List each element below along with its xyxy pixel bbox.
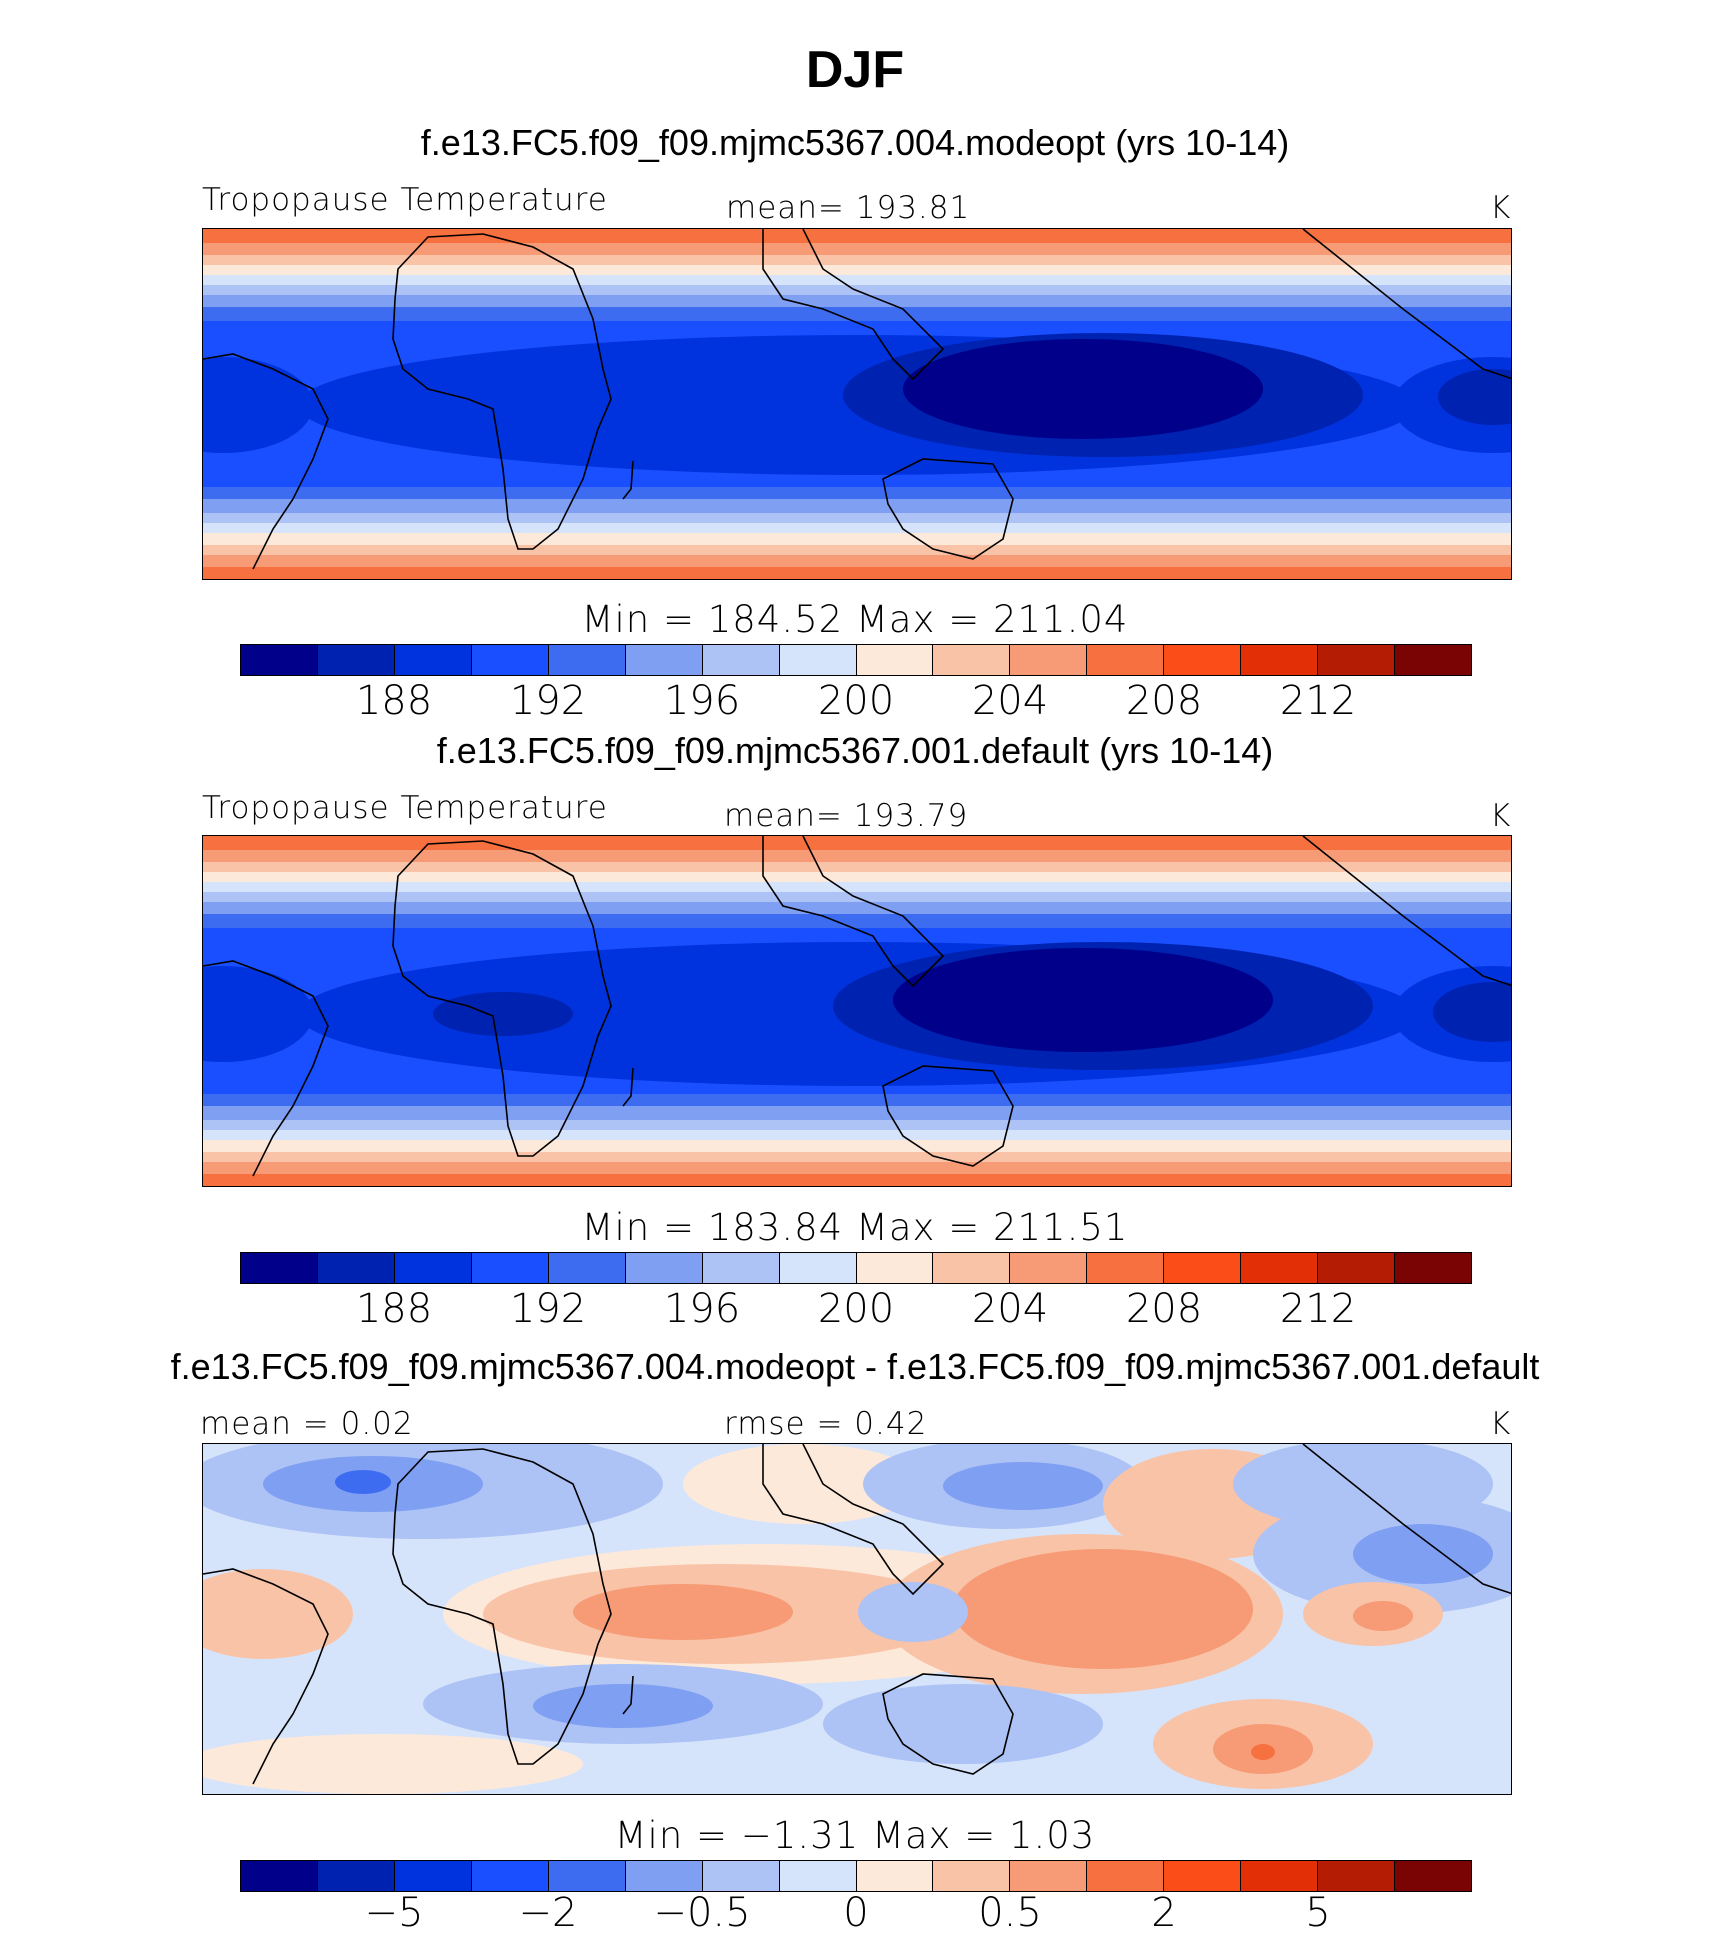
panel1-colorbar bbox=[240, 644, 1472, 676]
colorbar-swatch bbox=[1164, 1253, 1242, 1283]
colorbar-swatch bbox=[1241, 1861, 1319, 1891]
panel1-mean-label: mean= 193.81 bbox=[726, 190, 971, 226]
colorbar-tick-label: 212 bbox=[1279, 678, 1357, 724]
colorbar-swatch bbox=[1164, 645, 1242, 675]
colorbar-swatch bbox=[548, 1861, 626, 1891]
panel2-mean-label: mean= 193.79 bbox=[724, 798, 969, 834]
colorbar-swatch bbox=[933, 1861, 1011, 1891]
panel3-map-field bbox=[203, 1444, 1511, 1794]
panel1-units-label: K bbox=[1490, 190, 1512, 226]
colorbar-tick-label: 204 bbox=[971, 678, 1049, 724]
colorbar-tick-label: 208 bbox=[1125, 678, 1203, 724]
colorbar-tick-label: −5 bbox=[364, 1890, 424, 1936]
panel2-map-field bbox=[203, 836, 1511, 1186]
colorbar-swatch bbox=[856, 645, 934, 675]
panel2-map bbox=[202, 835, 1512, 1187]
panel3-units-label: K bbox=[1490, 1406, 1512, 1442]
colorbar-tick-label: 200 bbox=[817, 1286, 895, 1332]
colorbar-swatch bbox=[1087, 1861, 1165, 1891]
colorbar-swatch bbox=[933, 1253, 1011, 1283]
colorbar-tick-label: 188 bbox=[355, 678, 433, 724]
colorbar-swatch bbox=[1395, 1253, 1471, 1283]
panel2-variable-label: Tropopause Temperature bbox=[202, 790, 608, 826]
colorbar-tick-label: 200 bbox=[817, 678, 895, 724]
colorbar-swatch bbox=[702, 645, 780, 675]
colorbar-tick-label: 204 bbox=[971, 1286, 1049, 1332]
colorbar-tick-label: −2 bbox=[518, 1890, 578, 1936]
panel3-case-title: f.e13.FC5.f09_f09.mjmc5367.004.modeopt -… bbox=[170, 1346, 1540, 1387]
colorbar-swatch bbox=[548, 1253, 626, 1283]
colorbar-swatch bbox=[1395, 1861, 1471, 1891]
colorbar-swatch bbox=[1318, 1861, 1396, 1891]
colorbar-swatch bbox=[471, 1253, 549, 1283]
colorbar-swatch bbox=[702, 1861, 780, 1891]
colorbar-swatch bbox=[394, 645, 472, 675]
colorbar-tick-label: 196 bbox=[663, 678, 741, 724]
colorbar-tick-label: 208 bbox=[1125, 1286, 1203, 1332]
panel1-map-field bbox=[203, 229, 1511, 579]
colorbar-tick-label: 212 bbox=[1279, 1286, 1357, 1332]
colorbar-swatch bbox=[702, 1253, 780, 1283]
panel2-colorbar bbox=[240, 1252, 1472, 1284]
colorbar-swatch bbox=[548, 645, 626, 675]
colorbar-swatch bbox=[241, 1253, 318, 1283]
colorbar-tick-label: 0 bbox=[843, 1890, 869, 1936]
colorbar-swatch bbox=[394, 1861, 472, 1891]
panel2-units-label: K bbox=[1490, 798, 1512, 834]
colorbar-swatch bbox=[856, 1861, 934, 1891]
panel1-minmax-label: Min = 184.52 Max = 211.04 bbox=[581, 598, 1129, 641]
colorbar-tick-label: −0.5 bbox=[653, 1890, 751, 1936]
colorbar-swatch bbox=[317, 1861, 395, 1891]
panel1-variable-label: Tropopause Temperature bbox=[202, 182, 608, 218]
colorbar-swatch bbox=[625, 645, 703, 675]
colorbar-swatch bbox=[241, 645, 318, 675]
colorbar-swatch bbox=[856, 1253, 934, 1283]
colorbar-swatch bbox=[1164, 1861, 1242, 1891]
panel3-colorbar bbox=[240, 1860, 1472, 1892]
colorbar-swatch bbox=[779, 1861, 857, 1891]
colorbar-tick-label: 0.5 bbox=[978, 1890, 1042, 1936]
colorbar-tick-label: 196 bbox=[663, 1286, 741, 1332]
colorbar-swatch bbox=[394, 1253, 472, 1283]
colorbar-tick-label: 188 bbox=[355, 1286, 433, 1332]
colorbar-swatch bbox=[1318, 645, 1396, 675]
colorbar-swatch bbox=[317, 645, 395, 675]
colorbar-swatch bbox=[933, 645, 1011, 675]
colorbar-tick-label: 2 bbox=[1151, 1890, 1177, 1936]
colorbar-tick-label: 192 bbox=[509, 1286, 587, 1332]
colorbar-tick-label: 5 bbox=[1305, 1890, 1331, 1936]
colorbar-swatch bbox=[1087, 1253, 1165, 1283]
panel2-minmax-label: Min = 183.84 Max = 211.51 bbox=[581, 1206, 1129, 1249]
colorbar-swatch bbox=[1318, 1253, 1396, 1283]
colorbar-tick-label: 192 bbox=[509, 678, 587, 724]
panel1-map bbox=[202, 228, 1512, 580]
colorbar-swatch bbox=[1087, 645, 1165, 675]
colorbar-swatch bbox=[1010, 1861, 1088, 1891]
colorbar-swatch bbox=[1010, 645, 1088, 675]
colorbar-swatch bbox=[317, 1253, 395, 1283]
panel3-minmax-label: Min = −1.31 Max = 1.03 bbox=[614, 1814, 1096, 1857]
colorbar-swatch bbox=[779, 645, 857, 675]
panel3-mean-label: mean = 0.02 bbox=[200, 1406, 414, 1442]
colorbar-swatch bbox=[625, 1253, 703, 1283]
panel3-rmse-label: rmse = 0.42 bbox=[724, 1406, 928, 1442]
colorbar-swatch bbox=[779, 1253, 857, 1283]
colorbar-swatch bbox=[1241, 645, 1319, 675]
colorbar-swatch bbox=[1010, 1253, 1088, 1283]
colorbar-swatch bbox=[1395, 645, 1471, 675]
panel3-map bbox=[202, 1443, 1512, 1795]
colorbar-swatch bbox=[1241, 1253, 1319, 1283]
colorbar-swatch bbox=[471, 645, 549, 675]
panel1-case-title: f.e13.FC5.f09_f09.mjmc5367.004.modeopt (… bbox=[420, 122, 1290, 163]
colorbar-swatch bbox=[625, 1861, 703, 1891]
panel2-case-title: f.e13.FC5.f09_f09.mjmc5367.001.default (… bbox=[436, 730, 1274, 771]
colorbar-swatch bbox=[471, 1861, 549, 1891]
figure-title: DJF bbox=[805, 41, 905, 99]
colorbar-swatch bbox=[241, 1861, 318, 1891]
